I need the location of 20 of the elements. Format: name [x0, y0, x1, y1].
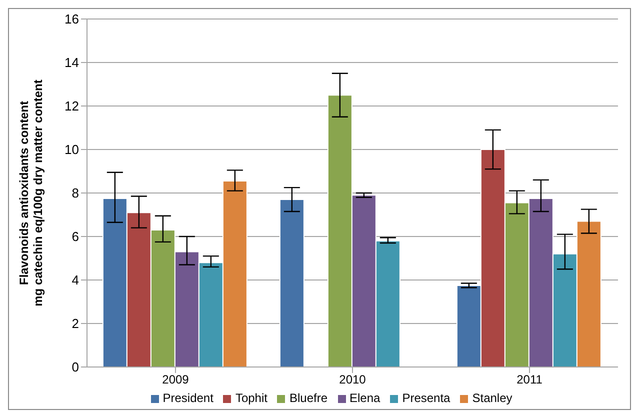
- y-tick-label: 12: [64, 98, 79, 114]
- legend-label: Presenta: [402, 391, 450, 405]
- y-tick-label: 0: [72, 360, 79, 375]
- y-tick-label: 16: [64, 12, 79, 27]
- legend-label: Stanley: [472, 391, 512, 405]
- y-tick-label: 4: [72, 272, 79, 288]
- y-tick-label: 8: [72, 186, 79, 201]
- bar: [279, 199, 304, 367]
- legend-label: Elena: [350, 391, 380, 405]
- y-tick-label: 6: [72, 229, 79, 244]
- x-tick-label: 2009: [162, 372, 190, 387]
- y-tick-label: 2: [72, 316, 79, 332]
- legend-label: President: [162, 391, 214, 405]
- y-tick-label: 10: [64, 142, 79, 158]
- y-tick-label: 14: [64, 55, 79, 70]
- x-tick-label: 2010: [339, 372, 366, 387]
- legend-label: Tophit: [235, 391, 268, 405]
- legend-label: Bluefre: [289, 391, 328, 405]
- y-axis-title: Flavonoids antioxidants content mg catechin eq/100g dry matter content: [17, 80, 45, 306]
- x-tick-label: 2011: [516, 372, 543, 387]
